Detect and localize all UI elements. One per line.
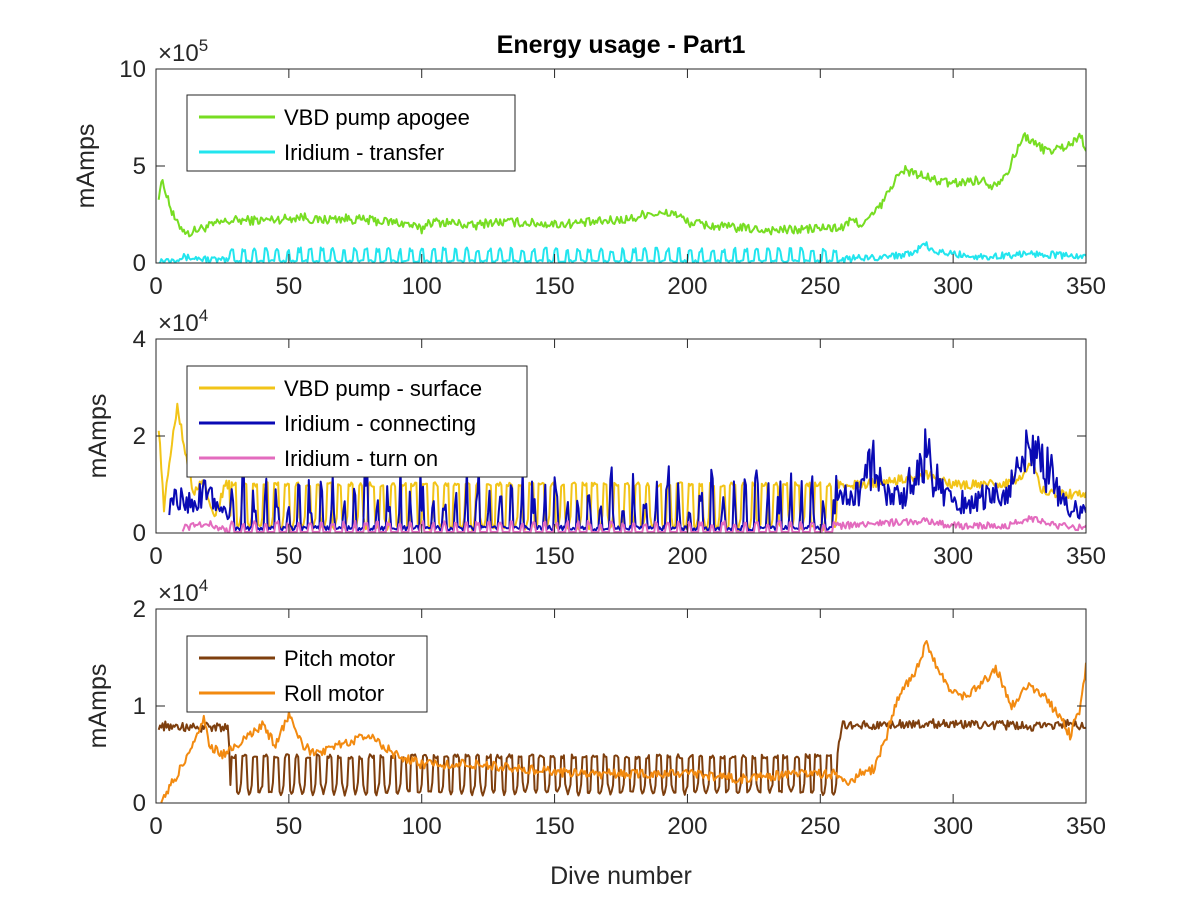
x-tick-label: 350 bbox=[1066, 813, 1106, 840]
legend: VBD pump apogee Iridium - transfer bbox=[186, 94, 516, 172]
series-line-vbd-pump-apogee bbox=[157, 132, 1086, 238]
series-line-iridium-turn-on bbox=[181, 515, 1086, 533]
x-tick-label: 100 bbox=[402, 273, 442, 300]
x-tick-label: 250 bbox=[800, 543, 840, 570]
x-tick-label: 200 bbox=[667, 813, 707, 840]
x-axis-title: Dive number bbox=[550, 862, 692, 890]
y-tick-label: 2 bbox=[133, 423, 146, 450]
x-tick-label: 300 bbox=[933, 273, 973, 300]
legend-label: Iridium - connecting bbox=[284, 411, 476, 436]
y-axis-title: mAmps bbox=[72, 124, 100, 209]
legend: Pitch motor Roll motor bbox=[186, 635, 428, 713]
x-tick-label: 300 bbox=[933, 813, 973, 840]
x-tick-label: 0 bbox=[149, 273, 162, 300]
y-axis-title: mAmps bbox=[84, 664, 112, 749]
x-tick-label: 50 bbox=[276, 813, 303, 840]
legend-label: Iridium - transfer bbox=[284, 140, 444, 165]
x-tick-label: 250 bbox=[800, 273, 840, 300]
y-tick-label: 1 bbox=[133, 693, 146, 720]
y-tick-label: 0 bbox=[133, 520, 146, 547]
y-tick-label: 10 bbox=[119, 56, 146, 83]
y-tick-label: 5 bbox=[133, 153, 146, 180]
x-tick-label: 50 bbox=[276, 273, 303, 300]
x-tick-label: 250 bbox=[800, 813, 840, 840]
legend-label: Pitch motor bbox=[284, 646, 395, 671]
x-tick-label: 350 bbox=[1066, 543, 1106, 570]
legend-box bbox=[186, 635, 428, 713]
y-multiplier-exponent: 5 bbox=[199, 36, 208, 55]
x-tick-label: 350 bbox=[1066, 273, 1106, 300]
series-line-pitch-motor bbox=[157, 718, 1086, 797]
series-group bbox=[157, 402, 1086, 533]
subplot-1: 0 50 100 150 200 250 300 350 0 5 10 ×105 mAmps VBD pu… bbox=[72, 36, 1106, 300]
legend: VBD pump - surface Iridium - connecting Ir… bbox=[186, 365, 528, 478]
series-line-iridium-transfer bbox=[158, 241, 1086, 263]
y-multiplier-exponent: 4 bbox=[199, 576, 208, 595]
series-line-iridium-connecting bbox=[168, 428, 1086, 532]
x-tick-label: 0 bbox=[149, 543, 162, 570]
series-group bbox=[157, 640, 1086, 803]
y-tick-label: 0 bbox=[133, 250, 146, 277]
series-group bbox=[157, 132, 1086, 263]
y-multiplier: ×105 bbox=[158, 36, 208, 67]
y-multiplier-exponent: 4 bbox=[199, 306, 208, 325]
x-tick-label: 0 bbox=[149, 813, 162, 840]
x-tick-label: 150 bbox=[535, 543, 575, 570]
x-tick-label: 200 bbox=[667, 543, 707, 570]
legend-label: VBD pump apogee bbox=[284, 105, 470, 130]
x-tick-label: 100 bbox=[402, 813, 442, 840]
x-tick-label: 50 bbox=[276, 543, 303, 570]
legend-label: Iridium - turn on bbox=[284, 446, 438, 471]
figure-title: Energy usage - Part1 bbox=[497, 31, 746, 59]
y-tick-label: 0 bbox=[133, 790, 146, 817]
y-tick-label: 4 bbox=[133, 326, 146, 353]
legend-box bbox=[186, 94, 516, 172]
x-tick-label: 100 bbox=[402, 543, 442, 570]
x-tick-label: 150 bbox=[535, 813, 575, 840]
x-tick-label: 200 bbox=[667, 273, 707, 300]
x-tick-label: 300 bbox=[933, 543, 973, 570]
y-tick-label: 2 bbox=[133, 596, 146, 623]
legend-label: VBD pump - surface bbox=[284, 376, 482, 401]
series-line-roll-motor bbox=[160, 640, 1086, 803]
y-axis-title: mAmps bbox=[84, 394, 112, 479]
legend-label: Roll motor bbox=[284, 681, 384, 706]
x-tick-label: 150 bbox=[535, 273, 575, 300]
